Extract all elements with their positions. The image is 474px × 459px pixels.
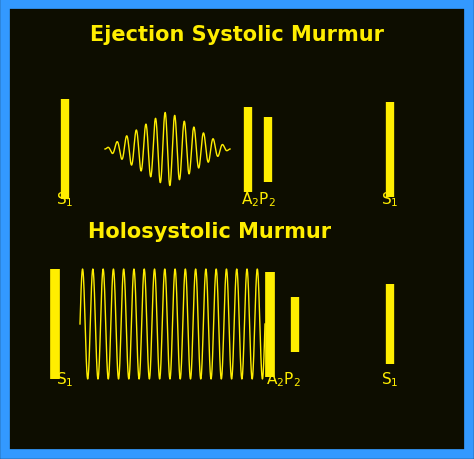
- Text: S$_1$: S$_1$: [56, 370, 74, 388]
- Text: S$_1$: S$_1$: [381, 370, 399, 388]
- Text: Ejection Systolic Murmur: Ejection Systolic Murmur: [90, 25, 384, 45]
- Text: S$_1$: S$_1$: [56, 190, 74, 209]
- Text: A$_2$P$_2$: A$_2$P$_2$: [265, 370, 301, 388]
- Text: A$_2$P$_2$: A$_2$P$_2$: [241, 190, 275, 209]
- Text: Holosystolic Murmur: Holosystolic Murmur: [89, 222, 331, 241]
- Text: S$_1$: S$_1$: [381, 190, 399, 209]
